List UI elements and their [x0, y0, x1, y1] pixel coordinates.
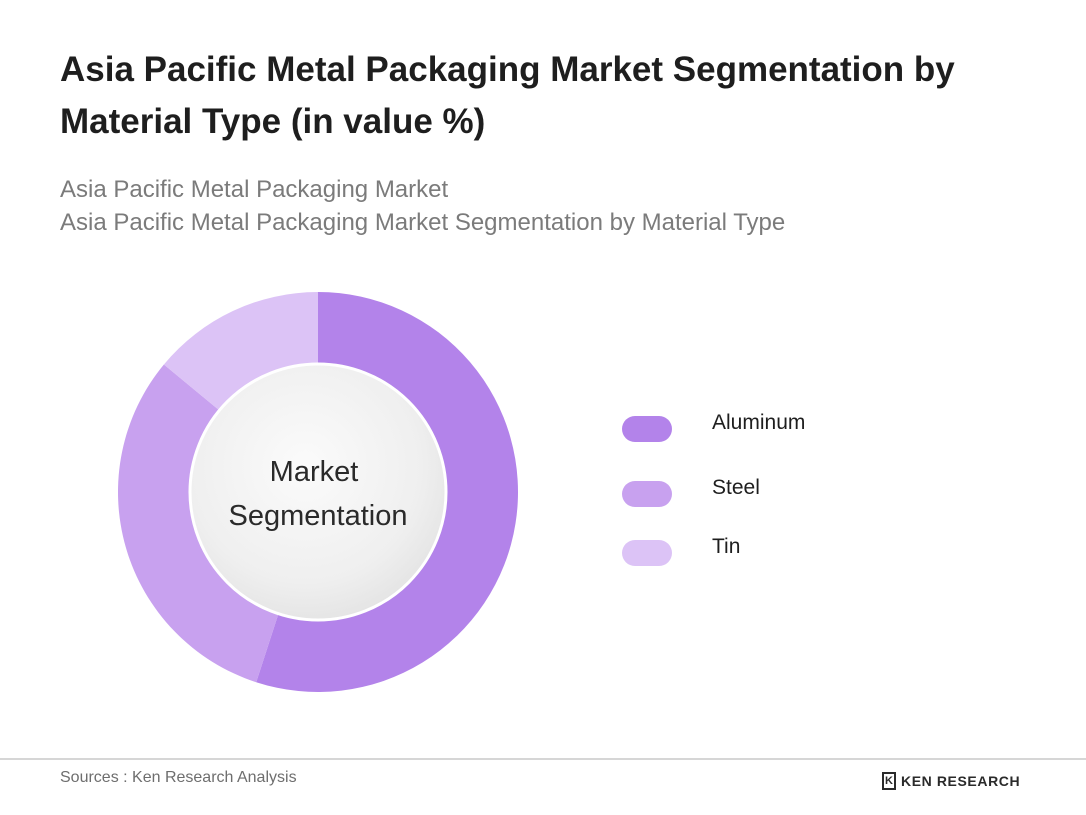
footer-divider — [0, 758, 1086, 760]
logo-mark-icon: K — [882, 772, 896, 790]
donut-slice-steel — [117, 364, 279, 683]
sources-note: Sources : Ken Research Analysis — [60, 769, 297, 786]
legend-swatch-tin — [622, 540, 672, 566]
legend-label-tin: Tin — [712, 535, 741, 558]
ken-research-logo: K KEN RESEARCH — [882, 772, 1020, 790]
legend-swatch-aluminum — [622, 416, 672, 442]
donut-slice-tin — [163, 292, 318, 411]
legend-item-steel: Steel — [622, 476, 922, 509]
breadcrumb-segmentation: Asia Pacific Metal Packaging Market Segm… — [60, 209, 786, 236]
chart-legend: Aluminum Steel Tin — [622, 411, 922, 597]
legend-swatch-steel — [622, 481, 672, 507]
center-label-line-1: Market — [270, 456, 359, 488]
legend-item-tin: Tin — [622, 535, 922, 568]
legend-item-aluminum: Aluminum — [622, 411, 922, 444]
center-label-line-2: Segmentation — [229, 500, 408, 532]
donut-chart: Market Segmentation — [117, 292, 518, 692]
chart-title: Asia Pacific Metal Packaging Market Segm… — [60, 50, 955, 141]
donut-center — [188, 362, 448, 622]
logo-text: KEN RESEARCH — [901, 773, 1021, 789]
breadcrumb-market: Asia Pacific Metal Packaging Market — [60, 176, 449, 203]
donut-slice-aluminum — [256, 292, 518, 692]
legend-label-steel: Steel — [712, 476, 760, 499]
legend-label-aluminum: Aluminum — [712, 411, 806, 434]
